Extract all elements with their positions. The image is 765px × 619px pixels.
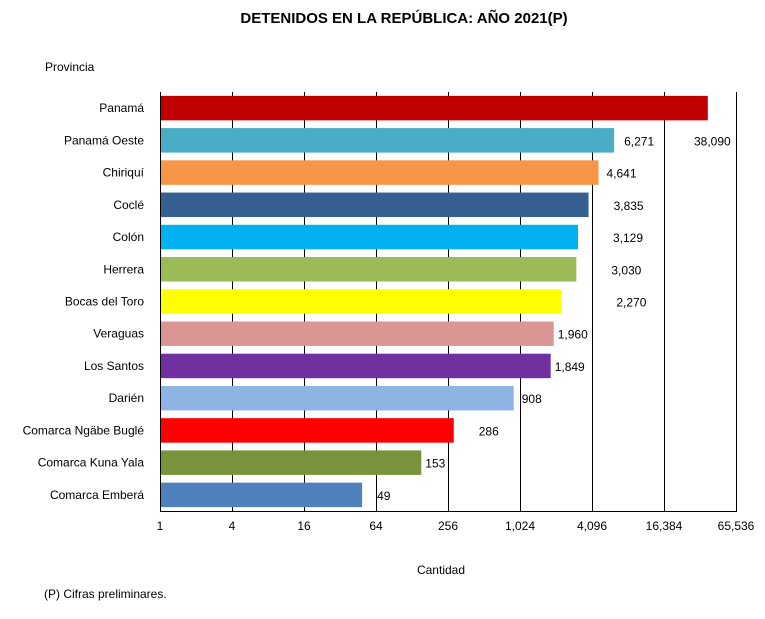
- chart-title: DETENIDOS EN LA REPÚBLICA: AÑO 2021(P): [240, 9, 567, 27]
- x-tick-label: 64: [369, 519, 383, 533]
- bar: [160, 160, 599, 185]
- bar: [160, 450, 422, 475]
- category-label: Comarca Emberá: [50, 488, 144, 502]
- x-tick-label: 1: [157, 519, 164, 533]
- category-label: Bocas del Toro: [65, 295, 144, 309]
- bar: [160, 353, 551, 379]
- category-label: Coclé: [113, 198, 144, 212]
- category-label: Darién: [109, 391, 144, 405]
- category-label: Herrera: [103, 262, 144, 276]
- x-tick-label: 256: [438, 519, 458, 533]
- category-labels: Panamá Panamá Oeste Chiriquí Coclé Colón Herr…: [23, 101, 145, 502]
- data-label: 908: [522, 392, 542, 406]
- x-tick-label: 16: [297, 519, 311, 533]
- data-label: 49: [377, 489, 391, 503]
- bar: [160, 192, 589, 218]
- category-label: Panamá: [99, 101, 144, 115]
- data-label: 3,129: [613, 231, 643, 245]
- data-label: 4,641: [606, 167, 636, 181]
- bar: [160, 321, 554, 346]
- data-label: 3,030: [611, 263, 641, 277]
- x-tick-label: 65,536: [718, 519, 755, 533]
- data-label: 6,271: [624, 134, 654, 148]
- category-label: Los Santos: [84, 359, 144, 373]
- bar: [160, 257, 577, 282]
- category-label: Panamá Oeste: [64, 133, 144, 147]
- x-tick-labels: 1 4 16 64 256 1,024 4,096 16,384 65,536: [157, 519, 755, 533]
- category-label: Veraguas: [93, 327, 144, 341]
- x-axis-title: Cantidad: [417, 563, 465, 577]
- data-labels: 38,090 6,271 4,641 3,835 3,129 3,030 2,270 1,96…: [377, 134, 731, 503]
- data-label: 1,960: [558, 328, 588, 342]
- category-label: Chiriquí: [103, 166, 145, 180]
- x-tick-label: 4: [229, 519, 236, 533]
- x-tick-label: 1,024: [505, 519, 535, 533]
- bar: [160, 128, 615, 153]
- category-label: Comarca Kuna Yala: [38, 456, 145, 470]
- footnote: (P) Cifras preliminares.: [44, 587, 167, 601]
- bar: [160, 482, 363, 508]
- bars: [160, 95, 708, 508]
- bar: [160, 385, 514, 411]
- data-label: 1,849: [555, 360, 585, 374]
- x-tick-label: 4,096: [577, 519, 607, 533]
- category-label: Comarca Ngäbe Buglé: [23, 423, 145, 437]
- data-label: 153: [425, 457, 445, 471]
- data-label: 38,090: [694, 134, 731, 148]
- bar: [160, 418, 454, 443]
- category-label: Colón: [113, 230, 144, 244]
- bar: [160, 289, 562, 314]
- data-label: 2,270: [616, 296, 646, 310]
- x-tick-label: 16,384: [646, 519, 683, 533]
- data-label: 3,835: [614, 199, 644, 213]
- data-label: 286: [479, 424, 499, 438]
- y-axis-title: Provincia: [45, 60, 95, 74]
- bar: [160, 95, 708, 121]
- bar: [160, 224, 579, 250]
